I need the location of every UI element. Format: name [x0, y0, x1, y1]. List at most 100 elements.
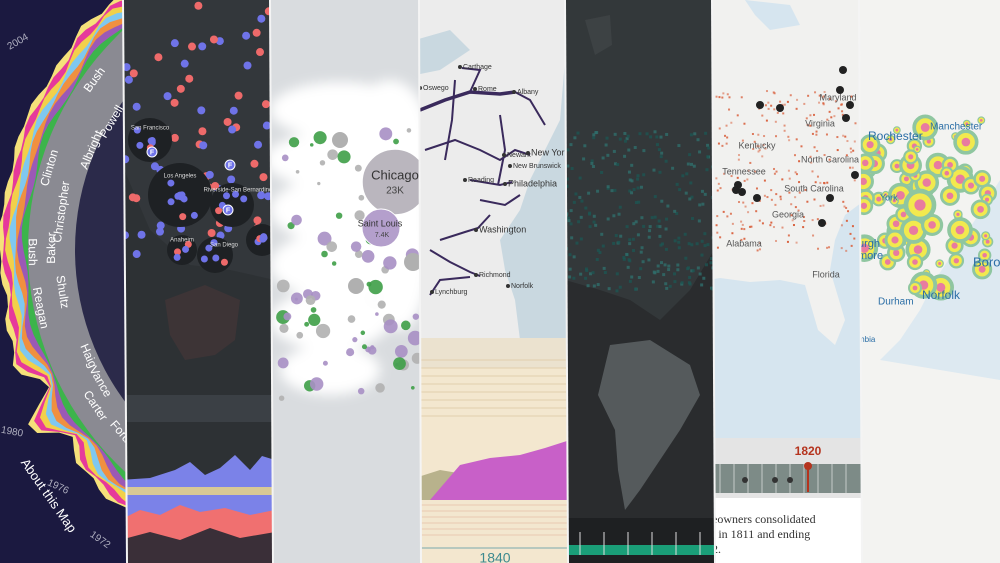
hatch-dot — [806, 123, 809, 126]
density-cell — [650, 216, 654, 220]
map-label: South Carolina — [784, 183, 844, 193]
hatch-dot — [753, 170, 756, 173]
bubble — [319, 160, 326, 166]
point — [846, 101, 854, 109]
hatch-dot — [775, 193, 778, 196]
bubble — [404, 253, 421, 271]
city — [503, 182, 507, 186]
density-cell — [625, 137, 629, 141]
dot — [173, 248, 181, 256]
hatch-dot — [776, 111, 779, 114]
dot — [232, 190, 240, 198]
map-label: Los Angeles — [164, 174, 197, 180]
density-cell — [677, 236, 681, 240]
density-cell — [685, 172, 689, 176]
hatch-dot — [773, 172, 776, 175]
hatch-dot — [731, 222, 734, 225]
hatch-dot — [794, 196, 797, 199]
hatch-dot — [770, 198, 773, 201]
map-label: Georgia — [772, 209, 804, 219]
hatch-dot — [770, 189, 773, 192]
bubble — [352, 337, 358, 343]
map-label: Newark — [507, 152, 531, 159]
hatch-dot — [724, 134, 727, 137]
hatch-dot — [763, 135, 766, 138]
route — [444, 79, 456, 161]
density-cell — [659, 135, 663, 139]
density-cell — [628, 259, 632, 263]
density-cell — [618, 205, 622, 209]
ring-core — [955, 174, 965, 184]
density-cell — [655, 143, 659, 147]
dot — [176, 84, 185, 93]
density-cell — [673, 280, 677, 284]
bubble — [358, 194, 365, 201]
ring-core — [951, 242, 958, 249]
density-cell — [603, 271, 607, 275]
hatch-dot — [773, 92, 776, 95]
density-cell — [596, 248, 600, 252]
hatch-dot — [821, 96, 824, 99]
hatch-dot — [792, 224, 795, 227]
hatch-dot — [722, 172, 725, 175]
dot — [124, 75, 133, 84]
bubble — [393, 138, 399, 145]
hatch-dot — [851, 225, 854, 228]
alaska — [165, 285, 240, 360]
density-cell — [691, 269, 695, 273]
density-cell — [709, 257, 713, 261]
bubble — [279, 323, 289, 333]
bubble — [406, 128, 412, 133]
hatch-dot — [810, 161, 813, 164]
dot — [240, 195, 248, 203]
density-cell — [709, 261, 713, 265]
density-cell — [665, 286, 669, 290]
hatch-dot — [730, 175, 733, 178]
water — [500, 0, 568, 340]
density-cell — [673, 209, 677, 213]
density-cell — [636, 177, 640, 181]
density-cell — [639, 250, 643, 254]
city — [463, 178, 467, 182]
hatch-dot — [764, 104, 767, 107]
dot — [133, 126, 141, 134]
hatch-dot — [851, 166, 854, 169]
density-cell — [642, 173, 646, 177]
density-cell — [667, 268, 671, 272]
ring-core — [978, 265, 986, 273]
marker — [787, 477, 793, 483]
dot — [215, 207, 223, 215]
separator — [711, 0, 716, 563]
map-label: mbia — [858, 335, 876, 344]
hatch-dot — [844, 135, 847, 138]
map-label: 23K — [386, 186, 404, 197]
hatch-dot — [811, 219, 814, 222]
hatch-dot — [747, 211, 750, 214]
map-label: 7.4K — [375, 232, 390, 239]
map-label: F — [228, 162, 233, 169]
bubble — [281, 154, 289, 162]
map-label: New Brunswick — [513, 163, 561, 170]
bubble — [367, 346, 377, 355]
hatch-dot — [818, 101, 821, 104]
density-cell — [617, 212, 621, 216]
density-cell — [612, 214, 616, 218]
density-cell — [651, 280, 655, 284]
bubble — [337, 150, 351, 164]
density-cell — [575, 241, 579, 245]
hatch-dot — [805, 117, 808, 120]
map-label: 2. — [712, 542, 721, 556]
bubble — [375, 312, 379, 316]
bubble — [410, 385, 415, 390]
hatch-dot — [828, 158, 831, 161]
density-cell — [600, 170, 604, 174]
hatch-dot — [721, 144, 724, 147]
hatch-dot — [758, 219, 761, 222]
city — [526, 151, 530, 155]
density-cell — [695, 242, 699, 246]
density-cell — [570, 236, 574, 240]
hatch-dot — [773, 167, 776, 170]
hatch-dot — [843, 205, 846, 208]
map-label: New York — [531, 147, 570, 157]
